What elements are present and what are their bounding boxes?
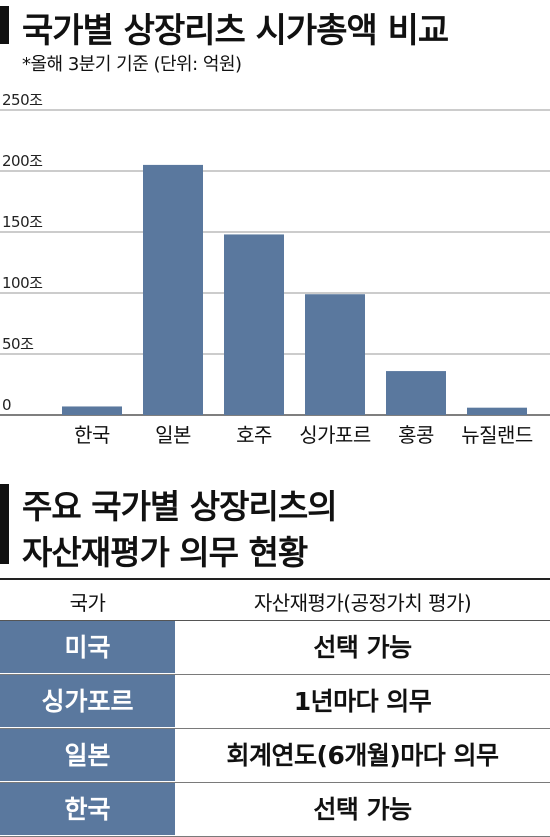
x-tick-label: 싱가포르 <box>299 423 371 447</box>
table-row: 싱가포르 1년마다 의무 <box>0 675 550 729</box>
y-tick-label: 50조 <box>2 335 34 353</box>
table-header: 국가 자산재평가(공정가치 평가) <box>0 578 550 621</box>
row-country: 싱가포르 <box>0 675 175 728</box>
title-accent-bar <box>0 6 9 44</box>
table-row: 미국 선택 가능 <box>0 621 550 675</box>
row-status: 1년마다 의무 <box>293 687 432 716</box>
x-tick-label: 호주 <box>236 423 272 447</box>
bar-1 <box>143 164 203 415</box>
x-tick-label: 홍콩 <box>398 423 434 447</box>
bar-4 <box>386 371 446 415</box>
y-tick-label: 250조 <box>2 91 43 109</box>
row-country: 일본 <box>0 729 175 782</box>
section2-title-line1: 주요 국가별 상장리츠의 <box>22 487 338 526</box>
table-row: 한국 선택 가능 <box>0 783 550 837</box>
section2-title-line2: 자산재평가 의무 현황 <box>22 533 308 572</box>
y-tick-label: 150조 <box>2 213 43 231</box>
row-country: 미국 <box>0 621 175 674</box>
bar-2 <box>224 234 284 415</box>
section2-accent-bar <box>0 484 9 564</box>
bar-3 <box>305 294 365 415</box>
x-tick-label: 한국 <box>74 423 110 447</box>
header-country: 국가 <box>69 591 106 615</box>
row-status: 회계연도(6개월)마다 의무 <box>226 741 499 770</box>
row-status: 선택 가능 <box>313 633 412 662</box>
table-row: 일본 회계연도(6개월)마다 의무 <box>0 729 550 783</box>
y-tick-label: 0 <box>2 396 11 414</box>
bar-0 <box>62 406 122 415</box>
x-tick-label: 일본 <box>155 423 191 447</box>
y-tick-label: 200조 <box>2 152 43 170</box>
bar-5 <box>467 407 527 415</box>
y-tick-label: 100조 <box>2 274 43 292</box>
header-revaluation: 자산재평가(공정가치 평가) <box>253 591 472 615</box>
revaluation-table: 국가 자산재평가(공정가치 평가) 미국 선택 가능 싱가포르 1년마다 의무 … <box>0 578 550 837</box>
chart-subtitle: *올해 3분기 기준 (단위: 억원) <box>22 54 242 75</box>
x-tick-label: 뉴질랜드 <box>461 423 533 447</box>
chart-title: 국가별 상장리츠 시가총액 비교 <box>22 11 449 51</box>
